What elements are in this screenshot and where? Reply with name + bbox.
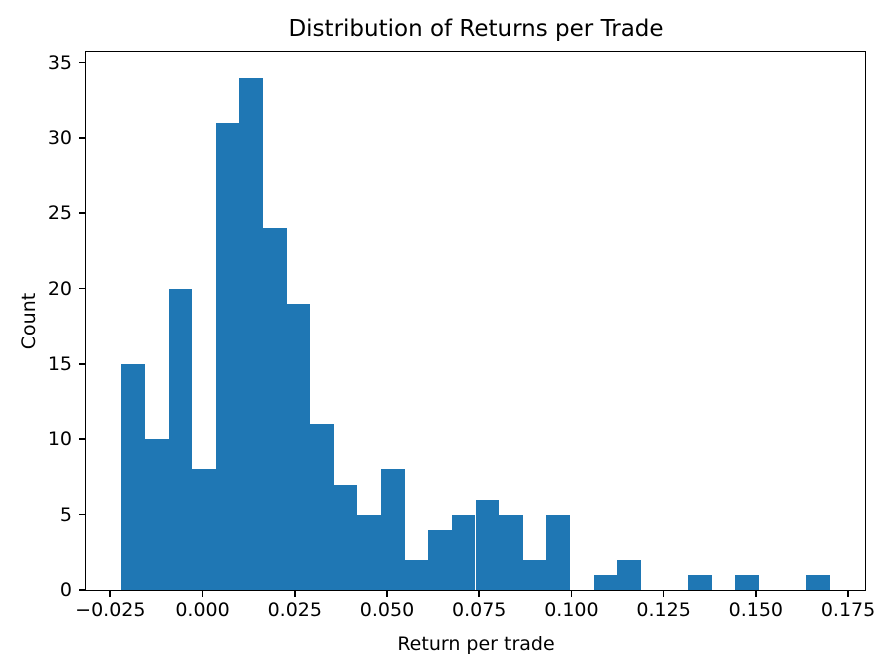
- histogram-bar: [546, 514, 570, 590]
- x-tick-label: 0.100: [544, 599, 599, 621]
- histogram-bar: [121, 363, 146, 590]
- histogram-bar: [404, 559, 429, 590]
- y-tick-mark: [79, 589, 86, 591]
- histogram-bar: [805, 574, 830, 590]
- histogram-bar: [168, 288, 193, 590]
- histogram-bar: [617, 559, 641, 590]
- x-tick-label: 0.050: [359, 599, 415, 621]
- y-tick-mark: [79, 212, 86, 215]
- histogram-bar: [263, 228, 287, 590]
- x-tick-label: 0.125: [636, 599, 691, 621]
- y-tick-label: 25: [47, 202, 72, 225]
- histogram-bar: [310, 424, 334, 590]
- chart-title: Distribution of Returns per Trade: [288, 16, 664, 42]
- histogram-bar: [357, 514, 382, 590]
- x-tick-mark: [386, 590, 388, 597]
- histogram-bar: [145, 439, 169, 590]
- x-tick-label: 0.025: [267, 599, 322, 621]
- x-tick-label: 0.150: [728, 599, 784, 621]
- y-tick-label: 10: [47, 428, 72, 451]
- x-tick-mark: [109, 590, 112, 597]
- x-tick-mark: [754, 590, 757, 597]
- histogram-bar: [687, 574, 712, 590]
- x-tick-label: 0.000: [175, 599, 230, 621]
- y-tick-label: 5: [59, 503, 72, 526]
- histogram-bar: [593, 574, 618, 590]
- plot-area: [86, 52, 865, 590]
- y-tick-mark: [79, 137, 86, 139]
- y-tick-mark: [79, 363, 86, 365]
- x-tick-label: 0.175: [820, 599, 876, 621]
- y-tick-mark: [79, 61, 86, 64]
- x-tick-label: 0.075: [451, 599, 507, 621]
- y-tick-label: 35: [47, 51, 72, 74]
- histogram-bar: [286, 303, 311, 590]
- y-tick-label: 0: [59, 579, 72, 601]
- x-tick-mark: [662, 590, 665, 597]
- histogram-bar: [522, 559, 547, 590]
- histogram-bar: [499, 514, 523, 590]
- x-tick-label: −0.025: [75, 599, 146, 621]
- x-tick-mark: [478, 590, 481, 597]
- y-tick-label: 30: [47, 126, 72, 149]
- y-tick-label: 15: [47, 352, 72, 375]
- histogram-bar: [735, 574, 759, 590]
- histogram-bar: [451, 514, 476, 590]
- x-tick-mark: [847, 590, 849, 597]
- histogram-bar: [428, 529, 452, 590]
- y-tick-mark: [79, 287, 86, 290]
- y-tick-mark: [79, 513, 86, 516]
- y-axis-label: Count: [18, 292, 40, 350]
- histogram-bar: [192, 469, 216, 590]
- x-axis-label: Return per trade: [397, 633, 555, 655]
- histogram-bar: [333, 484, 358, 590]
- x-tick-mark: [201, 590, 204, 597]
- histogram-bar: [215, 122, 240, 590]
- histogram-bar: [239, 77, 264, 590]
- x-tick-mark: [293, 590, 296, 597]
- histogram-bar: [381, 469, 405, 590]
- histogram-bar: [475, 499, 500, 590]
- y-tick-label: 20: [47, 277, 72, 300]
- y-tick-mark: [79, 438, 86, 441]
- x-tick-mark: [570, 590, 573, 597]
